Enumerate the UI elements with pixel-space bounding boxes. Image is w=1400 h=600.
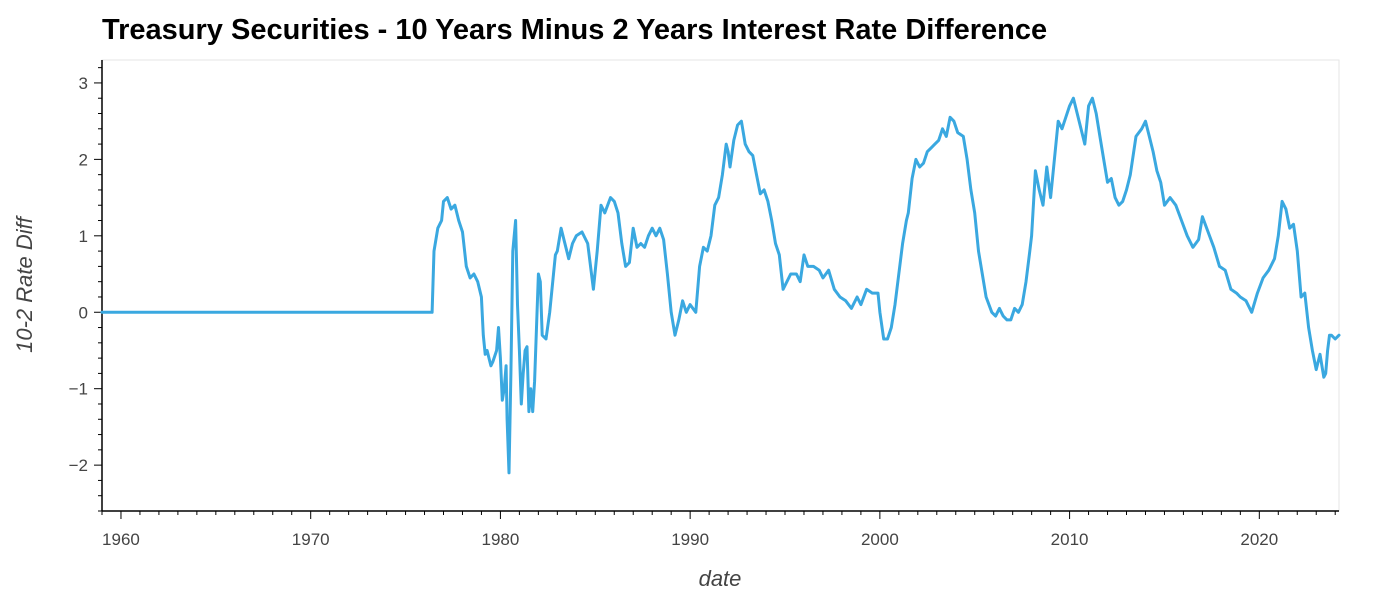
x-axis: 1960 1970 1980 1990 2000 2010 2020 <box>101 510 1339 549</box>
y-axis: −2 −1 0 1 2 3 <box>69 60 103 512</box>
y-axis-label: 10-2 Rate Diff <box>12 214 37 353</box>
x-tick-label: 1960 <box>102 530 140 549</box>
y-tick-label: −2 <box>69 456 88 475</box>
x-tick-label: 1970 <box>292 530 330 549</box>
x-tick-label: 1990 <box>671 530 709 549</box>
x-axis-label: date <box>699 566 742 591</box>
series-line-10-2-rate-diff <box>100 96 1341 475</box>
y-tick-label: 2 <box>79 150 88 169</box>
y-tick-label: 0 <box>79 303 88 322</box>
x-tick-label: 2010 <box>1051 530 1089 549</box>
y-tick-label: 1 <box>79 227 88 246</box>
x-tick-label: 2020 <box>1240 530 1278 549</box>
chart-title: Treasury Securities - 10 Years Minus 2 Y… <box>102 14 1048 46</box>
y-tick-label: 3 <box>79 74 88 93</box>
x-tick-label: 2000 <box>861 530 899 549</box>
x-tick-label: 1980 <box>482 530 520 549</box>
y-tick-label: −1 <box>69 380 88 399</box>
plot-frame <box>101 59 1340 512</box>
